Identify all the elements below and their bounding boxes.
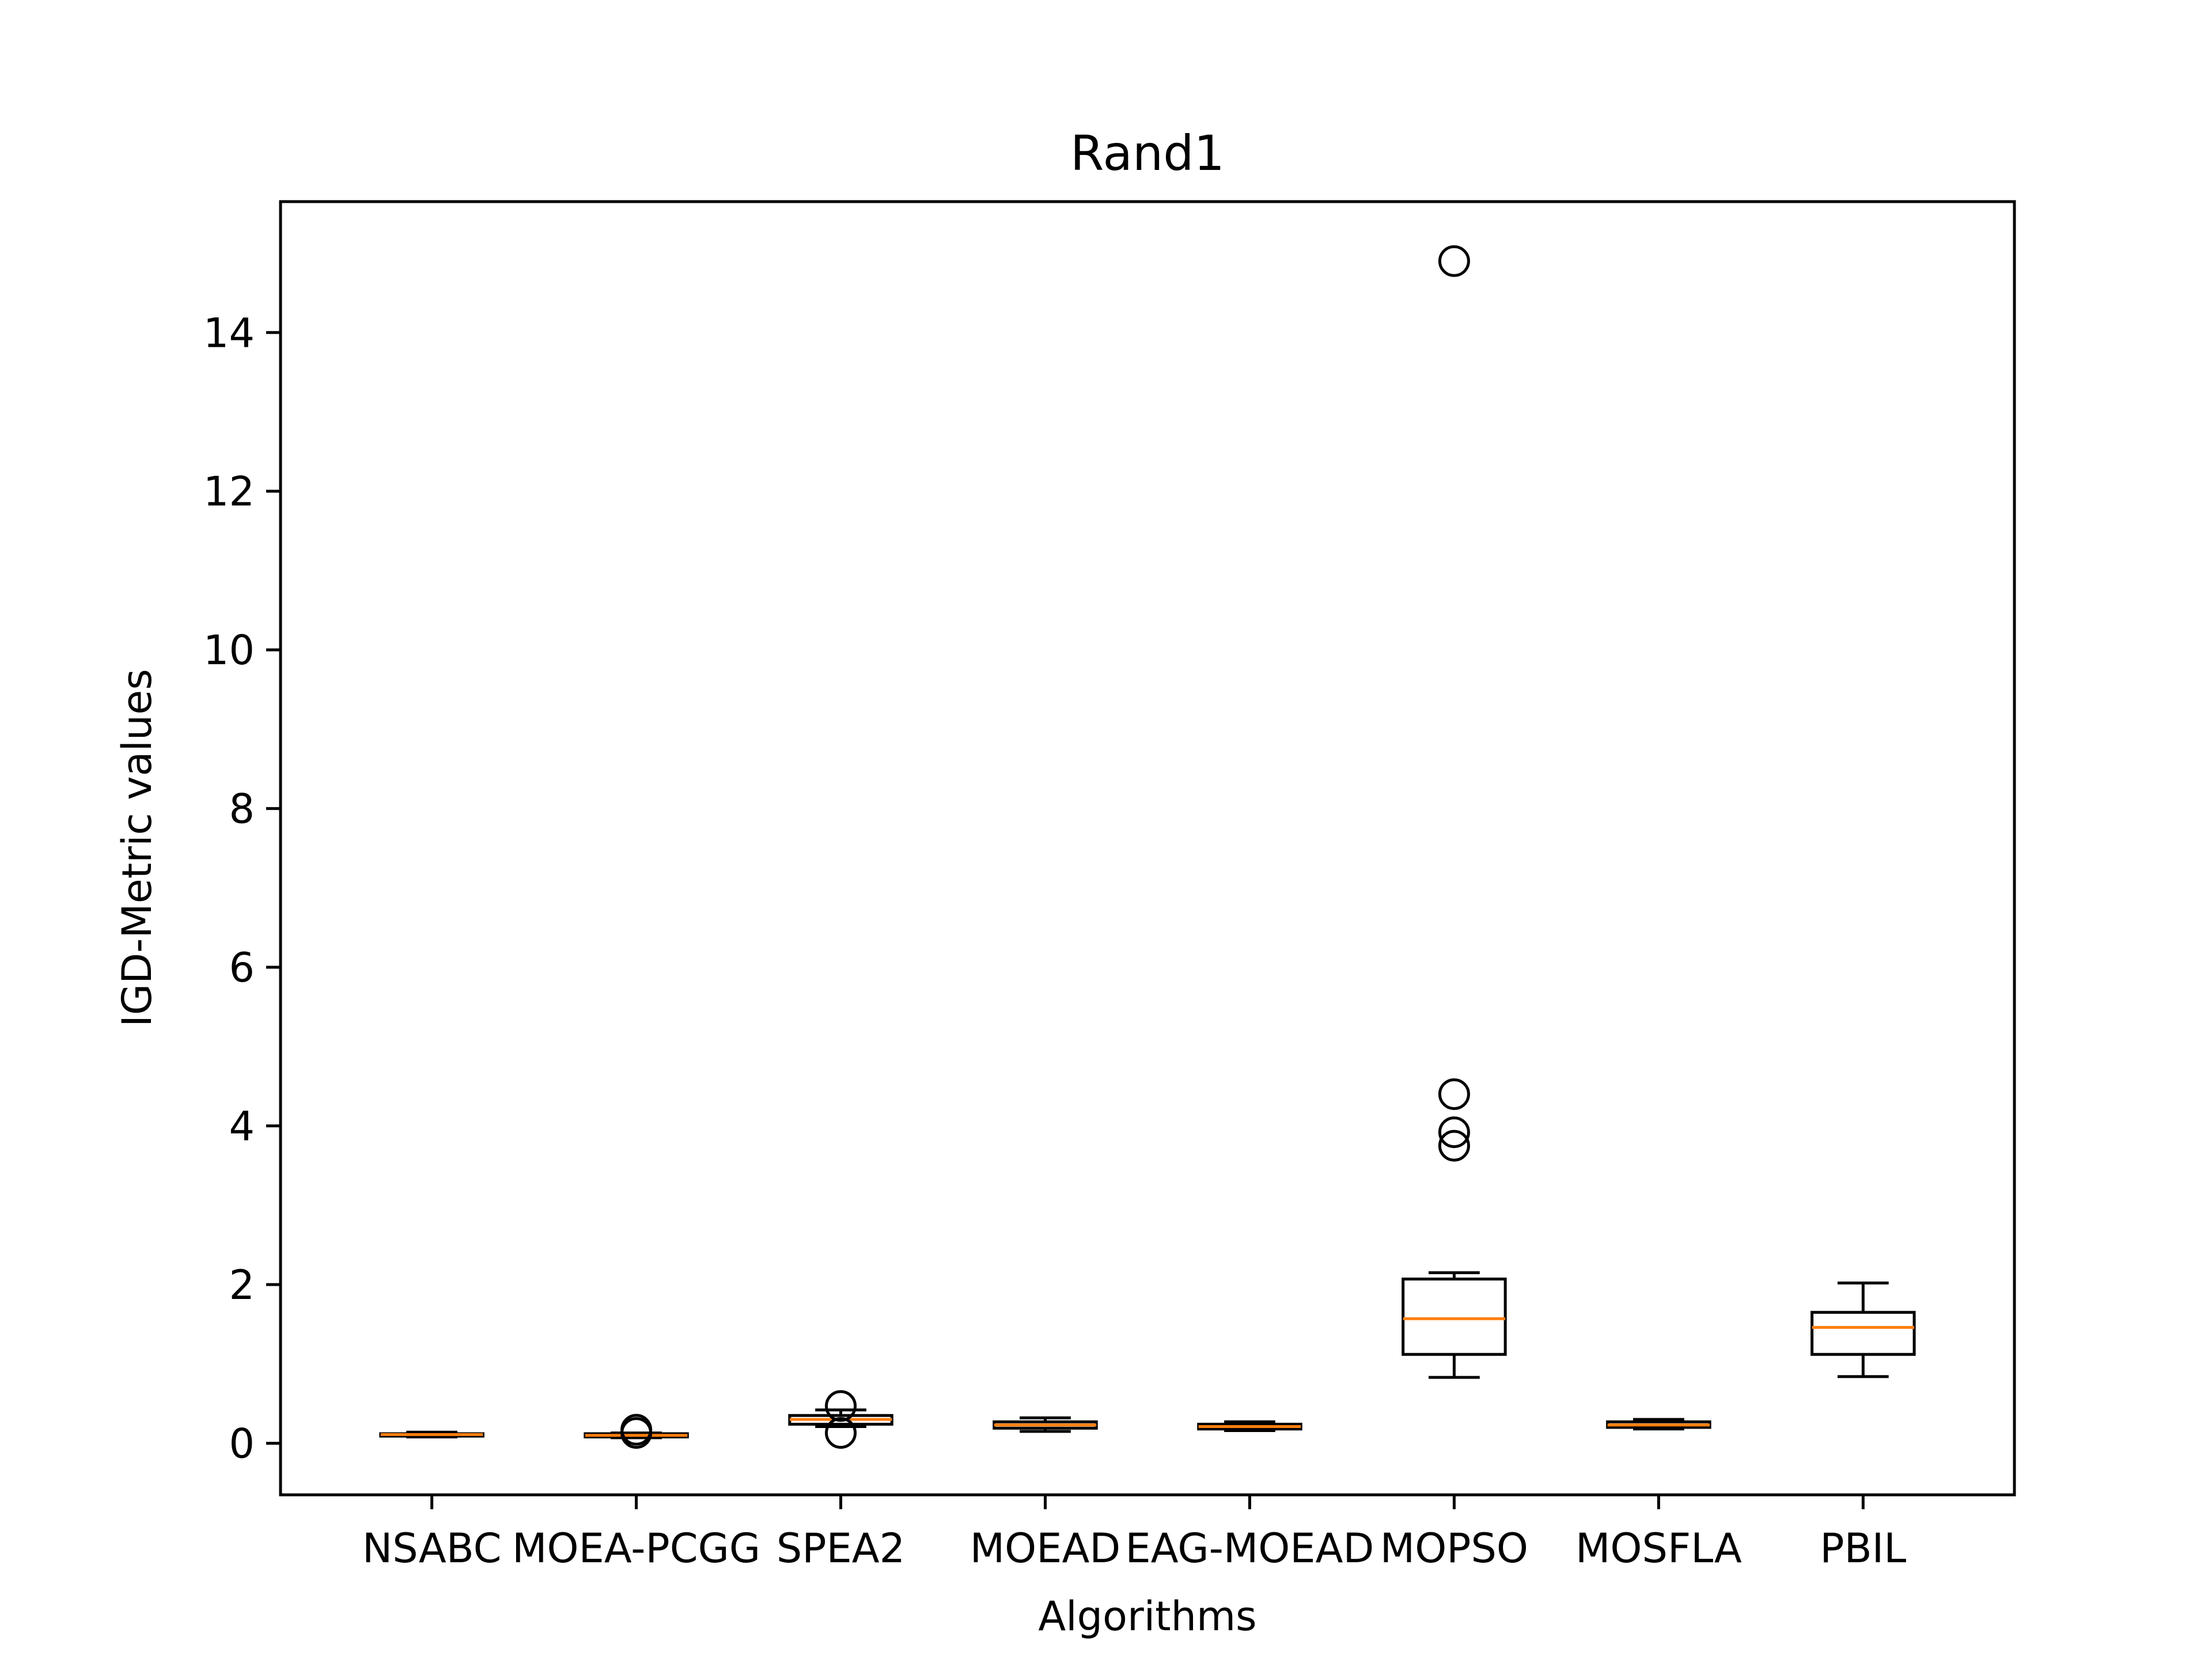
outlier-point bbox=[1438, 1130, 1470, 1162]
box-group bbox=[379, 1430, 484, 1438]
y-tick-label: 10 bbox=[203, 627, 255, 674]
x-tick-label: PBIL bbox=[1820, 1525, 1906, 1572]
outlier-point bbox=[1438, 245, 1470, 277]
outlier-point bbox=[1438, 1116, 1470, 1149]
box-iqr bbox=[1810, 1310, 1916, 1356]
outlier-point bbox=[825, 1417, 857, 1449]
box-iqr bbox=[1402, 1277, 1507, 1356]
box-group bbox=[1197, 1420, 1302, 1432]
x-axis: NSABC MOEA-PCGG SPEA2 MOEAD EAG-MOEAD MOPSO MO… bbox=[362, 1495, 1906, 1572]
x-tick-label: MOEA-PCGG bbox=[512, 1525, 760, 1572]
outlier-point bbox=[620, 1414, 653, 1446]
x-axis-label: Algorithms bbox=[1038, 1593, 1256, 1640]
x-tick-label: MOEAD bbox=[970, 1525, 1121, 1572]
x-tick-label: EAG-MOEAD bbox=[1126, 1525, 1374, 1572]
box-group bbox=[1810, 1281, 1916, 1378]
y-tick-label: 6 bbox=[229, 944, 255, 991]
x-tick-label: SPEA2 bbox=[777, 1525, 905, 1572]
chart-title: Rand1 bbox=[1070, 125, 1225, 181]
y-tick-label: 8 bbox=[229, 786, 255, 833]
y-tick-label: 4 bbox=[229, 1103, 255, 1150]
box-group bbox=[584, 1414, 689, 1449]
y-axis-label: IGD-Metric values bbox=[113, 669, 161, 1027]
axes-frame bbox=[279, 200, 2016, 1497]
box-group bbox=[1402, 245, 1507, 1379]
y-axis: 0 2 4 6 8 10 12 14 bbox=[203, 309, 281, 1467]
y-tick-label: 12 bbox=[203, 468, 255, 516]
box-group bbox=[993, 1416, 1098, 1433]
x-tick-label: MOSFLA bbox=[1575, 1525, 1742, 1572]
box-group bbox=[1606, 1418, 1711, 1431]
y-tick-label: 14 bbox=[203, 309, 255, 357]
y-tick-label: 2 bbox=[229, 1262, 255, 1309]
outlier-point bbox=[1438, 1078, 1470, 1110]
outlier-point bbox=[825, 1390, 857, 1422]
x-tick-label: NSABC bbox=[362, 1525, 502, 1572]
plot-area bbox=[379, 245, 1916, 1449]
x-tick-label: MOPSO bbox=[1380, 1525, 1528, 1572]
y-tick-label: 0 bbox=[229, 1420, 255, 1467]
box-group bbox=[788, 1390, 893, 1449]
